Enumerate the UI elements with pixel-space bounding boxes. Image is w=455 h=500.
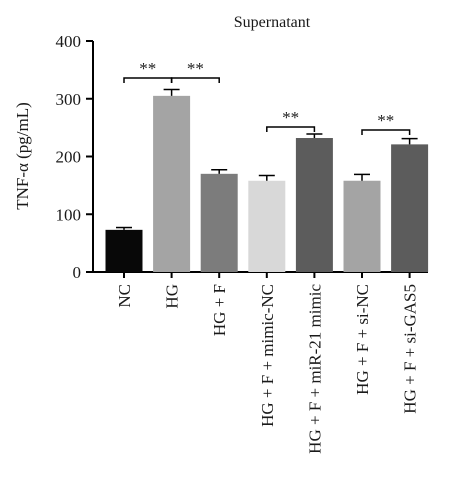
significance-annotations: ** ** ** ** bbox=[123, 59, 411, 135]
y-tick-label: 400 bbox=[56, 32, 82, 51]
bar bbox=[343, 180, 381, 272]
significance-label: ** bbox=[187, 59, 204, 78]
axes: 0 100 200 300 400 bbox=[56, 32, 428, 282]
significance-bracket bbox=[123, 77, 173, 83]
significance-label: ** bbox=[282, 108, 299, 127]
significance-label: ** bbox=[139, 59, 156, 78]
x-tick-label: HG + F bbox=[210, 284, 229, 336]
significance-label: ** bbox=[377, 111, 394, 130]
significance-bracket bbox=[170, 77, 220, 83]
bar bbox=[391, 144, 429, 272]
y-tick-label: 100 bbox=[56, 205, 82, 224]
chart-title: Supernatant bbox=[234, 14, 311, 31]
x-tick-label: HG + F + si-NC bbox=[353, 284, 372, 395]
significance-bracket bbox=[361, 129, 411, 135]
y-tick-label: 300 bbox=[56, 90, 82, 109]
significance-bracket bbox=[266, 126, 316, 132]
x-tick-label: HG + F + mimic-NC bbox=[258, 284, 277, 427]
bar bbox=[105, 229, 143, 272]
bar bbox=[200, 173, 238, 272]
x-tick-label: HG + F + miR-21 mimic bbox=[305, 284, 324, 454]
y-tick-label: 0 bbox=[73, 263, 82, 282]
x-tick-label: HG + F + si-GAS5 bbox=[401, 284, 420, 414]
bars-group bbox=[105, 88, 429, 272]
bar bbox=[295, 138, 333, 272]
bar bbox=[248, 180, 286, 272]
x-tick-label: HG bbox=[163, 284, 182, 309]
x-tick-labels: NC HG HG + F HG + F + mimic-NC HG + F + miR-… bbox=[115, 284, 420, 454]
bar bbox=[153, 95, 191, 272]
y-tick-label: 200 bbox=[56, 148, 82, 167]
y-axis-label: TNF-α (pg/mL) bbox=[13, 102, 32, 210]
x-tick-label: NC bbox=[115, 284, 134, 308]
